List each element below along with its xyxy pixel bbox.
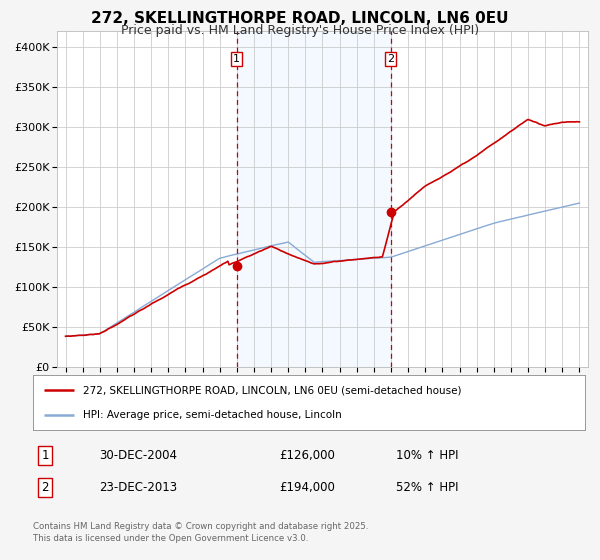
- Text: 52% ↑ HPI: 52% ↑ HPI: [396, 480, 458, 494]
- Text: 10% ↑ HPI: 10% ↑ HPI: [396, 449, 458, 462]
- Text: 1: 1: [233, 54, 240, 64]
- Text: 1: 1: [41, 449, 49, 462]
- Text: 272, SKELLINGTHORPE ROAD, LINCOLN, LN6 0EU (semi-detached house): 272, SKELLINGTHORPE ROAD, LINCOLN, LN6 0…: [83, 385, 461, 395]
- Text: 2: 2: [387, 54, 394, 64]
- Text: 23-DEC-2013: 23-DEC-2013: [99, 480, 177, 494]
- Text: 2: 2: [41, 480, 49, 494]
- Text: Price paid vs. HM Land Registry's House Price Index (HPI): Price paid vs. HM Land Registry's House …: [121, 24, 479, 36]
- Text: £126,000: £126,000: [279, 449, 335, 462]
- Text: Contains HM Land Registry data © Crown copyright and database right 2025.
This d: Contains HM Land Registry data © Crown c…: [33, 522, 368, 543]
- Text: £194,000: £194,000: [279, 480, 335, 494]
- Text: 30-DEC-2004: 30-DEC-2004: [99, 449, 177, 462]
- Text: 272, SKELLINGTHORPE ROAD, LINCOLN, LN6 0EU: 272, SKELLINGTHORPE ROAD, LINCOLN, LN6 0…: [91, 11, 509, 26]
- Bar: [236, 31, 391, 367]
- Text: HPI: Average price, semi-detached house, Lincoln: HPI: Average price, semi-detached house,…: [83, 410, 341, 420]
